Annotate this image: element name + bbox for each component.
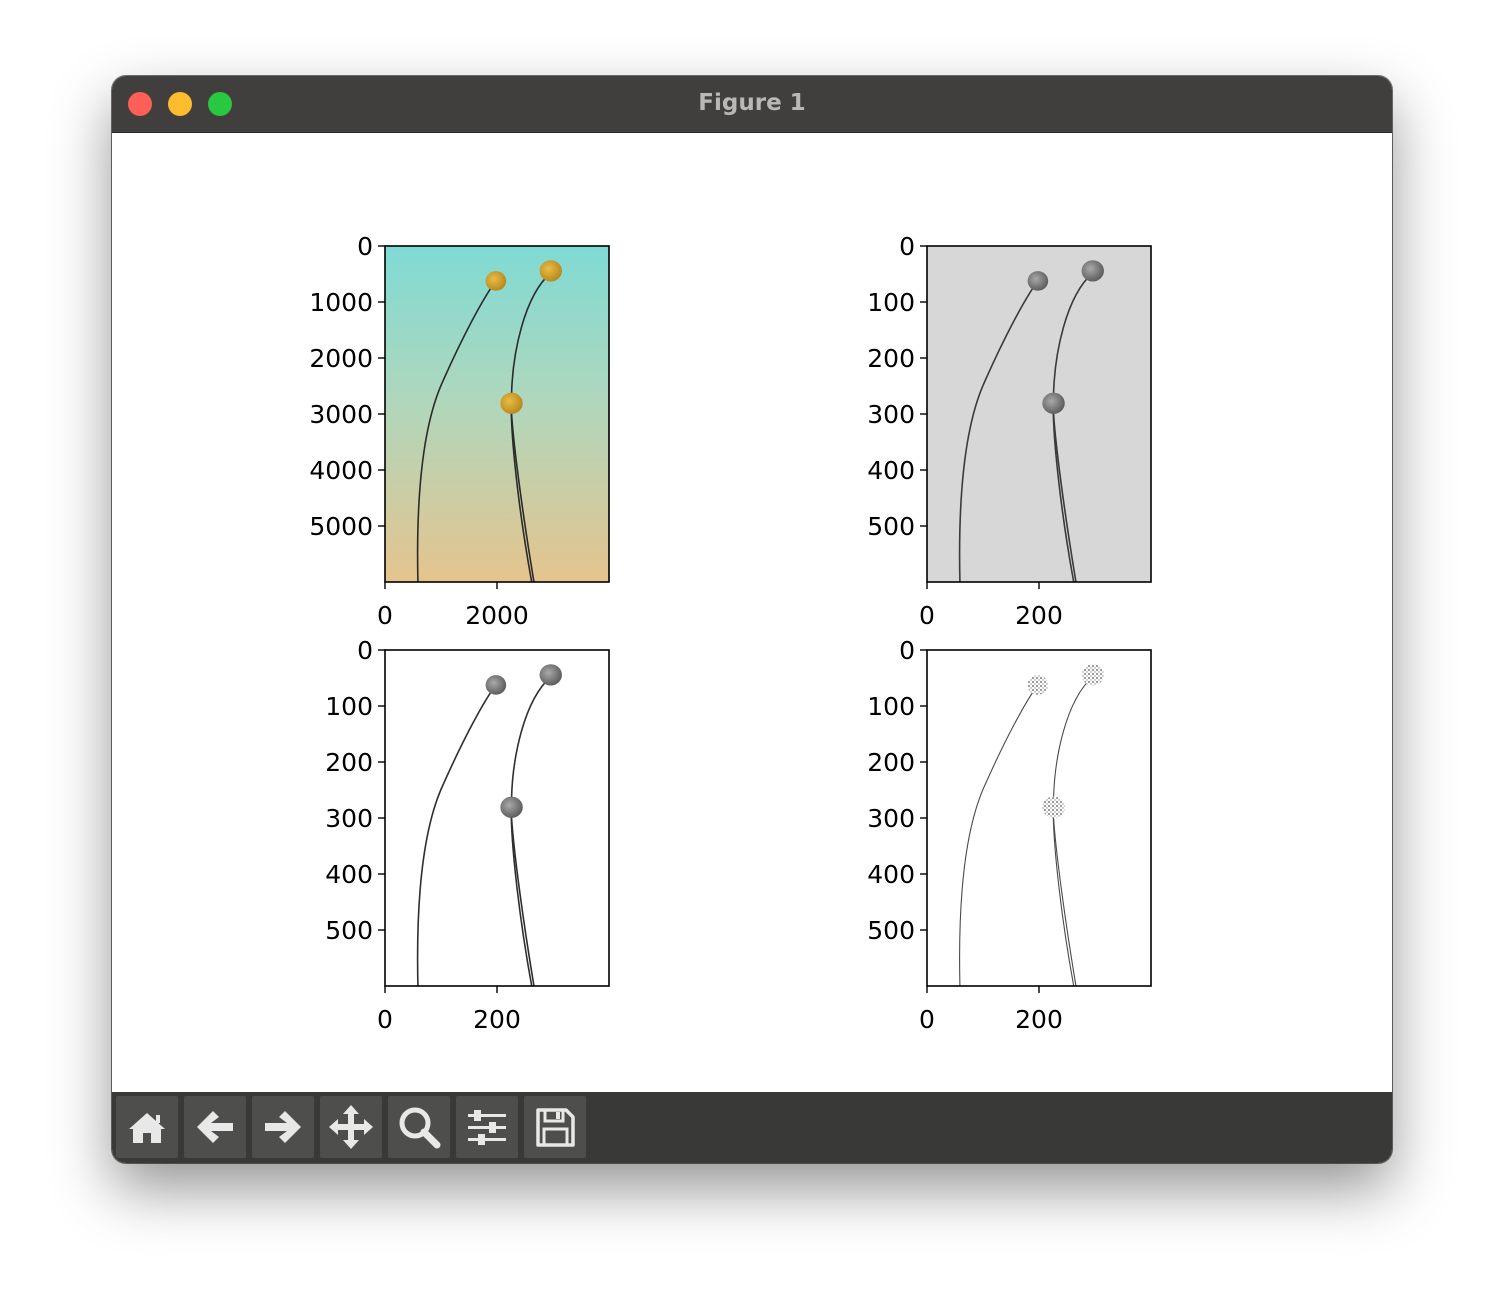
pan-button[interactable]	[320, 1096, 382, 1158]
x-tick-label: 200	[1015, 1005, 1063, 1034]
move-icon	[329, 1105, 373, 1149]
y-tick-label: 400	[325, 860, 373, 889]
flower-head	[1042, 796, 1065, 818]
flower-head	[1027, 271, 1049, 291]
forward-button[interactable]	[252, 1096, 314, 1158]
flower-head	[1081, 664, 1104, 686]
flower-head	[1081, 260, 1104, 282]
flower-head	[500, 796, 523, 818]
title-bar: Figure 1	[112, 76, 1392, 133]
y-tick-label: 5000	[309, 512, 373, 541]
flower-head	[485, 675, 507, 695]
arrow-left-icon	[197, 1111, 233, 1143]
floppy-disk-icon	[536, 1108, 575, 1147]
y-tick-label: 100	[867, 692, 915, 721]
subplot-2: 0 100 200 300 400 500 0 200	[867, 232, 1151, 630]
configure-subplots-button[interactable]	[456, 1096, 518, 1158]
flower-head	[500, 392, 523, 414]
arrow-right-icon	[265, 1111, 301, 1143]
x-tick-label: 2000	[465, 601, 529, 630]
y-tick-label: 500	[325, 916, 373, 945]
subplot-1-image	[385, 246, 609, 582]
x-tick-label: 0	[919, 601, 935, 630]
y-tick-label: 0	[357, 232, 373, 261]
minimize-window-button[interactable]	[168, 92, 192, 116]
y-tick-label: 0	[357, 636, 373, 665]
figure-canvas[interactable]: 0 1000 2000 3000 4000 5000 0 2000 0 100 200 300 400 5…	[112, 133, 1392, 1092]
subplot-3-image	[385, 650, 609, 986]
flower-head	[485, 271, 507, 291]
flower-head	[539, 664, 562, 686]
y-tick-label: 2000	[309, 344, 373, 373]
y-tick-label: 0	[899, 636, 915, 665]
flower-head	[1027, 675, 1049, 695]
y-tick-label: 3000	[309, 400, 373, 429]
home-icon	[129, 1113, 165, 1143]
magnifier-icon	[399, 1107, 441, 1149]
subplot-1: 0 1000 2000 3000 4000 5000 0 2000	[309, 232, 609, 630]
y-tick-label: 100	[867, 288, 915, 317]
figure-window: Figure 1	[112, 76, 1392, 1163]
y-tick-label: 300	[867, 400, 915, 429]
close-window-button[interactable]	[128, 92, 152, 116]
save-button[interactable]	[524, 1096, 586, 1158]
y-tick-label: 300	[867, 804, 915, 833]
subplot-2-image	[927, 246, 1151, 582]
subplot-3: 0 100 200 300 400 500 0 200	[325, 636, 609, 1034]
y-tick-label: 200	[867, 344, 915, 373]
zoom-button[interactable]	[388, 1096, 450, 1158]
x-tick-label: 0	[919, 1005, 935, 1034]
flower-head	[539, 260, 562, 282]
y-tick-label: 400	[867, 456, 915, 485]
y-tick-label: 400	[867, 860, 915, 889]
home-button[interactable]	[116, 1096, 178, 1158]
y-tick-label: 500	[867, 512, 915, 541]
x-tick-label: 200	[1015, 601, 1063, 630]
y-tick-label: 500	[867, 916, 915, 945]
y-tick-label: 100	[325, 692, 373, 721]
flower-head	[1042, 392, 1065, 414]
navigation-toolbar	[112, 1092, 1392, 1163]
subplot-4: 0 100 200 300 400 500 0 200	[867, 636, 1151, 1034]
zoom-window-button[interactable]	[208, 92, 232, 116]
y-tick-label: 300	[325, 804, 373, 833]
sliders-icon	[468, 1110, 506, 1145]
y-tick-label: 200	[325, 748, 373, 777]
back-button[interactable]	[184, 1096, 246, 1158]
y-tick-label: 1000	[309, 288, 373, 317]
x-tick-label: 0	[377, 1005, 393, 1034]
y-tick-label: 0	[899, 232, 915, 261]
x-tick-label: 0	[377, 601, 393, 630]
y-tick-label: 200	[867, 748, 915, 777]
y-tick-label: 4000	[309, 456, 373, 485]
x-tick-label: 200	[473, 1005, 521, 1034]
window-title: Figure 1	[698, 90, 806, 116]
subplot-4-image	[927, 650, 1151, 986]
